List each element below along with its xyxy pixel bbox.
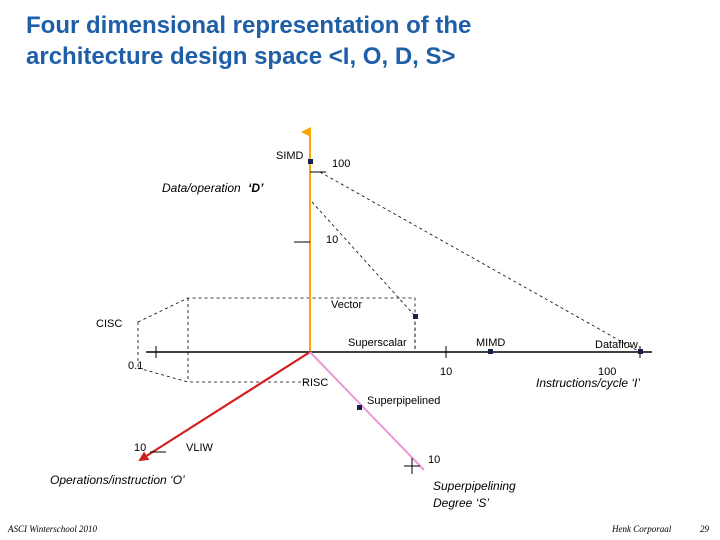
i-tick-100-label: 100 [598,366,616,378]
simd-dataflow-guide [319,171,641,353]
mimd-label: MIMD [476,337,505,349]
s-tick-10-label: 10 [428,454,440,466]
dataflow-marker [638,349,643,354]
simd-label: SIMD [276,150,304,162]
superpipelined-label: Superpipelined [367,395,440,407]
cisc-label: CISC [96,318,122,330]
d-axis-label-text: Data/operation [162,181,244,195]
s-axis [309,351,425,471]
s-axis-label-line-2: Degree ‘S’ [433,496,489,510]
vliw-label: VLIW [186,442,214,454]
simd-vector-guide [311,201,416,317]
i-tick-10-label: 10 [440,366,452,378]
simd-marker [308,159,313,164]
mimd-marker [488,349,493,354]
d-axis-label: Data/operation ‘D’ [162,181,264,195]
d-axis-symbol: ‘D’ [248,181,264,195]
d-tick-100-label: 100 [332,158,350,170]
vector-marker [413,314,418,319]
title-line-1: Four dimensional representation of the [26,12,472,39]
cisc-box-bottom [137,367,310,383]
o-tick-10-label: 10 [134,442,146,454]
tick-marks [150,171,641,474]
footer-right: Henk Corporaal [611,524,672,534]
page-number: 29 [700,524,710,534]
left-tick-label: 0.1 [128,360,143,372]
superscalar-label: Superscalar [348,337,407,349]
cisc-box [137,297,416,352]
s-axis-label-line-1: Superpipelining [433,479,516,493]
title-line-2: architecture design space <I, O, D, S> [26,43,456,70]
d-tick-10-label: 10 [326,234,338,246]
risc-label: RISC [302,377,328,389]
vector-label: Vector [331,299,363,311]
superpipelined-marker [357,405,362,410]
dashed-guides [137,171,641,383]
i-axis-label: Instructions/cycle ‘I’ [536,376,640,390]
dataflow-label: Dataflow [595,339,638,351]
design-points [308,159,643,410]
footer-left: ASCI Winterschool 2010 [7,524,97,534]
o-axis-label: Operations/instruction ‘O’ [50,473,185,487]
o-axis [138,351,311,462]
slide-title: Four dimensional representation of the a… [26,10,706,72]
